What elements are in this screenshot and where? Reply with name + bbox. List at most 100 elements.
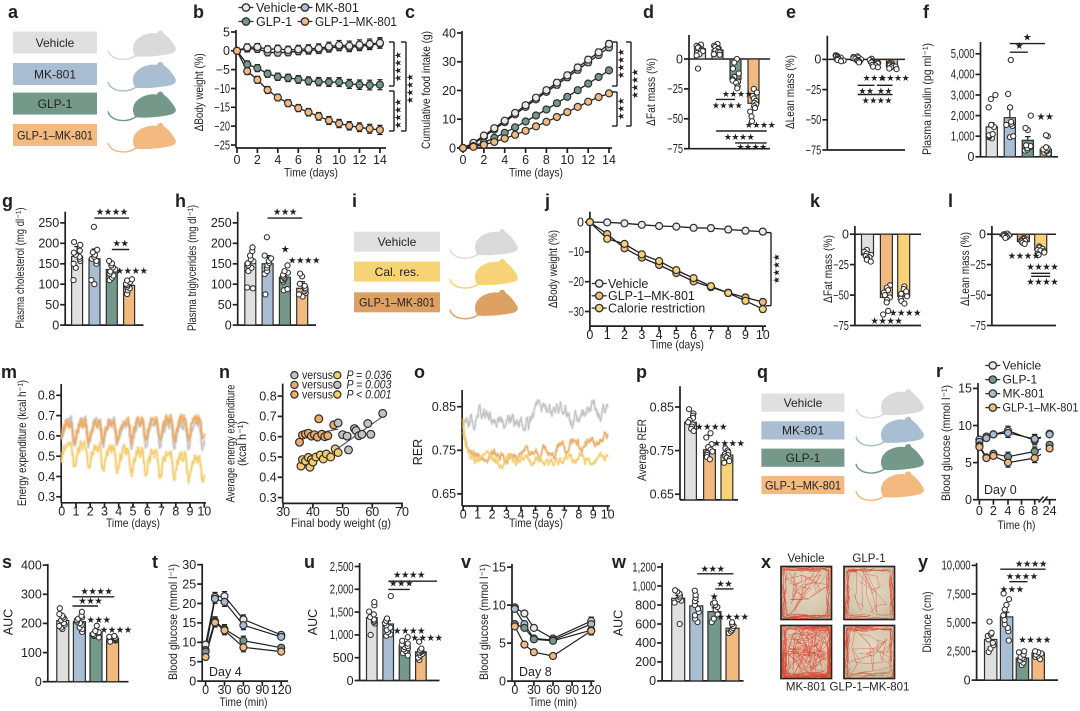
svg-text:0.5: 0.5 xyxy=(259,450,276,464)
svg-text:−25: −25 xyxy=(667,82,683,96)
svg-text:20: 20 xyxy=(442,84,456,98)
svg-text:4: 4 xyxy=(274,153,281,167)
svg-text:24: 24 xyxy=(1043,504,1057,518)
svg-text:6: 6 xyxy=(144,504,151,518)
svg-text:200: 200 xyxy=(38,237,59,251)
svg-text:★★★★: ★★★★ xyxy=(695,422,728,433)
svg-text:0.3: 0.3 xyxy=(259,491,276,505)
svg-text:Time (days): Time (days) xyxy=(509,516,563,530)
svg-text:0.4: 0.4 xyxy=(259,471,276,485)
svg-text:★: ★ xyxy=(1015,41,1024,52)
svg-text:0: 0 xyxy=(577,215,584,229)
svg-text:b: b xyxy=(193,2,204,22)
svg-text:40: 40 xyxy=(306,505,320,519)
svg-text:c: c xyxy=(405,2,415,22)
svg-text:10: 10 xyxy=(182,636,196,650)
svg-text:0.65: 0.65 xyxy=(432,487,456,501)
svg-text:5: 5 xyxy=(965,456,972,470)
svg-text:(kcal h⁻¹): (kcal h⁻¹) xyxy=(235,421,249,466)
svg-text:Blood glucose (mmol l⁻¹): Blood glucose (mmol l⁻¹) xyxy=(477,564,491,680)
svg-text:★★★★: ★★★★ xyxy=(716,612,749,623)
svg-text:★: ★ xyxy=(281,245,290,256)
svg-text:3: 3 xyxy=(638,328,645,342)
svg-text:−50: −50 xyxy=(667,112,683,126)
svg-text:0.6: 0.6 xyxy=(38,429,55,443)
svg-text:Vehicle: Vehicle xyxy=(1003,359,1042,373)
svg-text:v: v xyxy=(461,552,471,572)
svg-text:8: 8 xyxy=(575,508,582,522)
svg-text:Final body weight (g): Final body weight (g) xyxy=(291,516,391,530)
svg-text:−25: −25 xyxy=(970,258,986,272)
svg-text:5,000: 5,000 xyxy=(947,616,971,630)
svg-text:−5: −5 xyxy=(216,63,230,77)
svg-text:−10: −10 xyxy=(214,82,230,96)
svg-text:60: 60 xyxy=(365,505,379,519)
svg-text:30: 30 xyxy=(442,55,456,69)
svg-text:2: 2 xyxy=(480,153,487,167)
svg-text:Time (days): Time (days) xyxy=(284,166,338,180)
svg-text:12: 12 xyxy=(581,153,595,167)
svg-text:RER: RER xyxy=(411,439,425,465)
svg-text:versus: versus xyxy=(302,378,333,392)
svg-text:−30: −30 xyxy=(568,305,584,319)
svg-text:300: 300 xyxy=(21,588,42,602)
svg-text:0: 0 xyxy=(814,53,821,67)
svg-text:2,500: 2,500 xyxy=(947,645,971,659)
svg-text:Vehicle: Vehicle xyxy=(36,36,75,50)
svg-text:0.4: 0.4 xyxy=(38,470,55,484)
svg-text:250: 250 xyxy=(211,216,232,230)
svg-text:2: 2 xyxy=(489,508,496,522)
svg-text:14: 14 xyxy=(602,153,616,167)
svg-text:0.7: 0.7 xyxy=(38,409,55,423)
svg-text:5: 5 xyxy=(673,328,680,342)
svg-text:Calorie restriction: Calorie restriction xyxy=(608,301,705,315)
svg-text:★★★★: ★★★★ xyxy=(745,120,776,130)
svg-text:Time (days): Time (days) xyxy=(650,338,704,352)
svg-text:7: 7 xyxy=(561,508,568,522)
svg-text:0: 0 xyxy=(234,153,241,167)
svg-text:j: j xyxy=(544,191,550,211)
svg-text:−15: −15 xyxy=(214,101,230,115)
svg-text:−75: −75 xyxy=(833,319,849,333)
svg-text:★★★: ★★★ xyxy=(389,579,414,590)
svg-text:GLP-1–MK-801: GLP-1–MK-801 xyxy=(17,128,93,142)
svg-text:l: l xyxy=(948,191,953,211)
svg-text:★★: ★★ xyxy=(877,86,893,96)
svg-text:2: 2 xyxy=(990,504,997,518)
svg-text:4: 4 xyxy=(1005,504,1012,518)
svg-text:−25: −25 xyxy=(833,258,849,272)
svg-text:GLP-1–MK-801: GLP-1–MK-801 xyxy=(608,289,695,303)
svg-text:50: 50 xyxy=(218,298,232,312)
svg-text:1: 1 xyxy=(474,508,481,522)
svg-text:6: 6 xyxy=(546,508,553,522)
svg-text:Time (min): Time (min) xyxy=(220,695,268,709)
svg-text:−50: −50 xyxy=(833,288,849,302)
svg-text:15: 15 xyxy=(182,616,196,630)
svg-text:★★★: ★★★ xyxy=(78,596,103,607)
svg-text:★★★★: ★★★★ xyxy=(393,626,426,637)
svg-text:GLP-1–MK-801: GLP-1–MK-801 xyxy=(315,15,397,29)
svg-text:Vehicle: Vehicle xyxy=(784,396,823,410)
svg-text:40: 40 xyxy=(442,26,456,40)
svg-text:Cal. res.: Cal. res. xyxy=(375,265,420,279)
svg-text:10: 10 xyxy=(442,113,456,127)
svg-text:AUC: AUC xyxy=(612,610,626,636)
svg-text:200: 200 xyxy=(21,617,42,631)
svg-text:g: g xyxy=(2,191,13,211)
svg-text:5,000: 5,000 xyxy=(951,47,975,61)
svg-text:0: 0 xyxy=(586,328,593,342)
svg-text:k: k xyxy=(810,191,821,211)
svg-text:9: 9 xyxy=(187,504,194,518)
svg-text:Plasma triglycerides (mg dl⁻¹): Plasma triglycerides (mg dl⁻¹) xyxy=(185,205,199,331)
svg-text:MK-801: MK-801 xyxy=(1003,387,1045,401)
svg-text:5: 5 xyxy=(223,25,230,39)
svg-text:Day 4: Day 4 xyxy=(209,665,242,679)
svg-text:10,000: 10,000 xyxy=(942,559,971,573)
svg-text:14: 14 xyxy=(373,153,387,167)
svg-text:Blood glucose (mmol l⁻¹): Blood glucose (mmol l⁻¹) xyxy=(166,564,180,680)
svg-text:4: 4 xyxy=(656,328,663,342)
svg-text:★★★★: ★★★★ xyxy=(722,89,753,99)
svg-text:Cumulative food intake (g): Cumulative food intake (g) xyxy=(419,31,433,149)
svg-text:400: 400 xyxy=(635,636,656,650)
svg-text:−75: −75 xyxy=(970,319,986,333)
